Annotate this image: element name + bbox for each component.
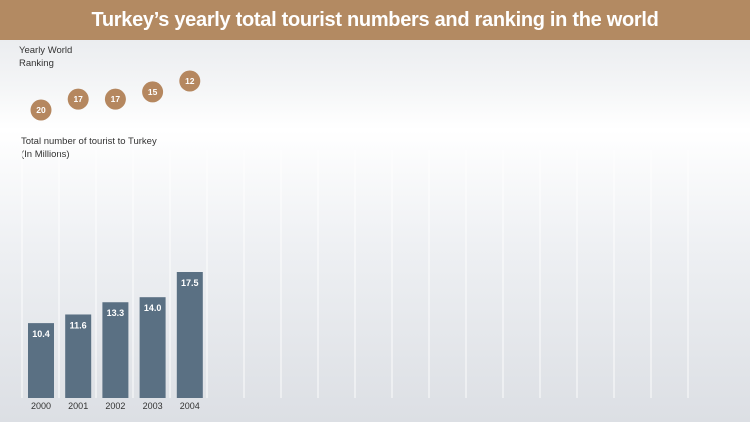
bar-value-label: 13.3 bbox=[107, 308, 125, 318]
tourists-axis-label: Total number of tourist to Turkey (In Mi… bbox=[21, 135, 221, 161]
ranking-badge bbox=[104, 88, 126, 110]
ranking-value-label: 20 bbox=[36, 105, 46, 115]
bar bbox=[176, 272, 203, 398]
x-tick-label: 2002 bbox=[105, 401, 125, 411]
chart-title: Turkey’s yearly total tourist numbers an… bbox=[91, 8, 659, 31]
bar bbox=[28, 323, 54, 398]
bar bbox=[102, 302, 129, 398]
ranking-axis-label: Yearly World Ranking bbox=[19, 44, 99, 70]
bar-value-label: 10.4 bbox=[32, 329, 50, 339]
bar bbox=[65, 314, 92, 398]
x-tick-label: 2001 bbox=[68, 401, 88, 411]
tourists-label-line2: (In Millions) bbox=[21, 149, 70, 160]
ranking-value-label: 12 bbox=[185, 76, 195, 86]
ranking-value-label: 17 bbox=[111, 94, 121, 104]
tourists-label-line1: Total number of tourist to Turkey bbox=[21, 136, 157, 147]
ranking-value-label: 17 bbox=[73, 94, 83, 104]
bar-value-label: 14.0 bbox=[144, 303, 162, 313]
ranking-label-line2: Ranking bbox=[19, 58, 54, 69]
ranking-badge bbox=[142, 81, 164, 103]
ranking-badge bbox=[30, 99, 52, 121]
bar-value-label: 11.6 bbox=[70, 320, 87, 330]
ranking-value-label: 15 bbox=[148, 87, 158, 97]
bar-value-label: 17.5 bbox=[181, 278, 199, 288]
ranking-label-line1: Yearly World bbox=[19, 45, 73, 56]
x-tick-label: 2003 bbox=[143, 401, 163, 411]
x-tick-label: 2000 bbox=[31, 401, 51, 411]
ranking-band bbox=[0, 40, 750, 130]
bar bbox=[139, 297, 166, 398]
ranking-badge bbox=[179, 70, 201, 92]
title-bar: Turkey’s yearly total tourist numbers an… bbox=[0, 0, 750, 40]
x-tick-label: 2004 bbox=[180, 401, 200, 411]
ranking-badge bbox=[67, 88, 89, 110]
